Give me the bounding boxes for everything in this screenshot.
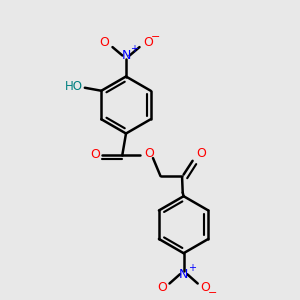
Text: N: N xyxy=(179,268,188,281)
Text: O: O xyxy=(145,147,154,161)
Text: O: O xyxy=(99,36,109,49)
Text: −: − xyxy=(208,288,218,298)
Text: N: N xyxy=(121,49,131,62)
Text: O: O xyxy=(157,281,166,294)
Text: −: − xyxy=(150,32,160,42)
Text: O: O xyxy=(143,36,153,49)
Text: +: + xyxy=(188,263,196,273)
Text: +: + xyxy=(130,44,138,55)
Text: O: O xyxy=(196,147,206,160)
Text: O: O xyxy=(201,281,210,294)
Text: HO: HO xyxy=(65,80,83,93)
Text: O: O xyxy=(90,148,100,161)
